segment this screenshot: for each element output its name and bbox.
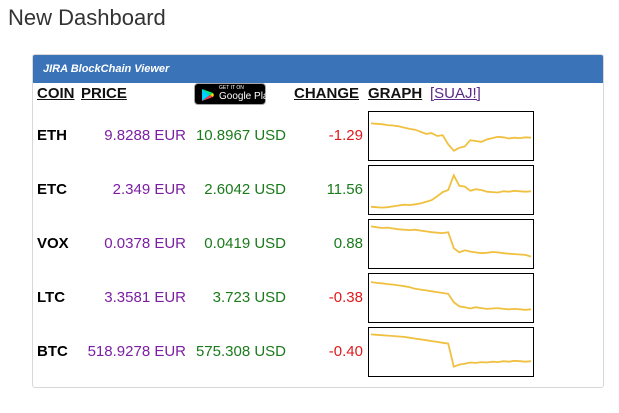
sparkline-graph xyxy=(368,219,534,269)
google-play-icon xyxy=(202,89,214,101)
coin-column-header: COIN xyxy=(37,85,75,102)
price-usd: 0.0419 USD xyxy=(204,235,286,252)
blockchain-viewer-panel: JIRA BlockChain Viewer COIN PRICE GET IT… xyxy=(32,54,604,388)
change-value: -0.38 xyxy=(328,289,363,306)
graph-column-header: GRAPH xyxy=(368,85,423,102)
coin-row: VOX 0.0378 EUR 0.0419 USD 0.88 xyxy=(33,217,603,271)
price-usd: 575.308 USD xyxy=(195,343,286,360)
sparkline-graph xyxy=(368,327,534,377)
sparkline-graph xyxy=(368,165,534,215)
price-column-header: PRICE xyxy=(81,85,127,102)
sparkline-line xyxy=(370,225,532,258)
price-eur: 0.0378 EUR xyxy=(104,235,186,252)
change-value: 11.56 xyxy=(326,181,363,198)
sparkline-line xyxy=(370,281,532,311)
page-title: New Dashboard xyxy=(8,5,166,30)
sparkline-svg xyxy=(370,173,532,209)
price-usd: 10.8967 USD xyxy=(195,127,286,144)
price-usd: 2.6042 USD xyxy=(204,181,286,198)
suaj-link[interactable]: [SUAJ!] xyxy=(430,85,481,102)
change-column-header: CHANGE xyxy=(294,85,360,102)
google-play-badge[interactable]: GET IT ON Google Play xyxy=(194,83,273,105)
google-play-small-text: GET IT ON xyxy=(219,85,244,91)
coin-symbol: ETC xyxy=(37,181,67,198)
sparkline-svg xyxy=(370,333,532,368)
change-value: 0.88 xyxy=(333,235,363,252)
change-value: -0.40 xyxy=(328,343,363,360)
coin-symbol: BTC xyxy=(37,343,68,360)
coin-row: ETC 2.349 EUR 2.6042 USD 11.56 xyxy=(33,163,603,217)
sparkline-line xyxy=(370,333,532,368)
sparkline-graph xyxy=(368,273,534,323)
change-value: -1.29 xyxy=(328,127,363,144)
coin-symbol: LTC xyxy=(37,289,66,306)
coin-symbol: ETH xyxy=(37,127,67,144)
price-usd: 3.723 USD xyxy=(212,289,286,306)
sparkline-line xyxy=(370,173,532,209)
sparkline-svg xyxy=(370,225,532,258)
price-eur: 518.9278 EUR xyxy=(87,343,186,360)
coin-symbol: VOX xyxy=(37,235,69,252)
sparkline-graph xyxy=(368,111,534,161)
google-play-big-text: Google Play xyxy=(219,91,274,102)
panel-header: JIRA BlockChain Viewer xyxy=(33,55,603,83)
sparkline-svg xyxy=(370,122,532,152)
price-eur: 2.349 EUR xyxy=(112,181,186,198)
coin-row: BTC 518.9278 EUR 575.308 USD -0.40 xyxy=(33,325,603,379)
coin-row: LTC 3.3581 EUR 3.723 USD -0.38 xyxy=(33,271,603,325)
price-eur: 9.8288 EUR xyxy=(104,127,186,144)
sparkline-line xyxy=(370,122,532,152)
price-eur: 3.3581 EUR xyxy=(104,289,186,306)
coin-row: ETH 9.8288 EUR 10.8967 USD -1.29 xyxy=(33,109,603,163)
sparkline-svg xyxy=(370,281,532,311)
